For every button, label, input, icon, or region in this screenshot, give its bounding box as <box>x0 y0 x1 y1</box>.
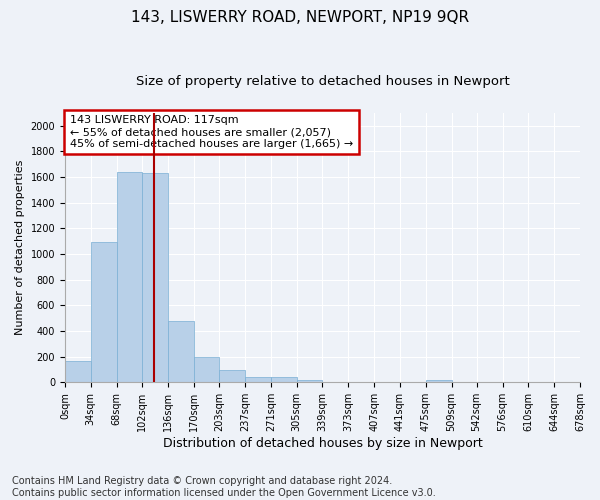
X-axis label: Distribution of detached houses by size in Newport: Distribution of detached houses by size … <box>163 437 482 450</box>
Text: 143, LISWERRY ROAD, NEWPORT, NP19 9QR: 143, LISWERRY ROAD, NEWPORT, NP19 9QR <box>131 10 469 25</box>
Bar <box>142 173 168 382</box>
Bar <box>91 242 116 382</box>
Bar <box>271 378 296 382</box>
Text: Contains HM Land Registry data © Crown copyright and database right 2024.
Contai: Contains HM Land Registry data © Crown c… <box>12 476 436 498</box>
Bar <box>116 172 142 382</box>
Text: 143 LISWERRY ROAD: 117sqm
← 55% of detached houses are smaller (2,057)
45% of se: 143 LISWERRY ROAD: 117sqm ← 55% of detac… <box>70 116 353 148</box>
Bar <box>168 320 194 382</box>
Bar <box>245 376 271 382</box>
Y-axis label: Number of detached properties: Number of detached properties <box>15 160 25 335</box>
Bar <box>296 380 322 382</box>
Bar <box>219 370 245 382</box>
Bar <box>194 356 219 382</box>
Bar <box>426 380 452 382</box>
Title: Size of property relative to detached houses in Newport: Size of property relative to detached ho… <box>136 75 509 88</box>
Bar <box>65 361 91 382</box>
